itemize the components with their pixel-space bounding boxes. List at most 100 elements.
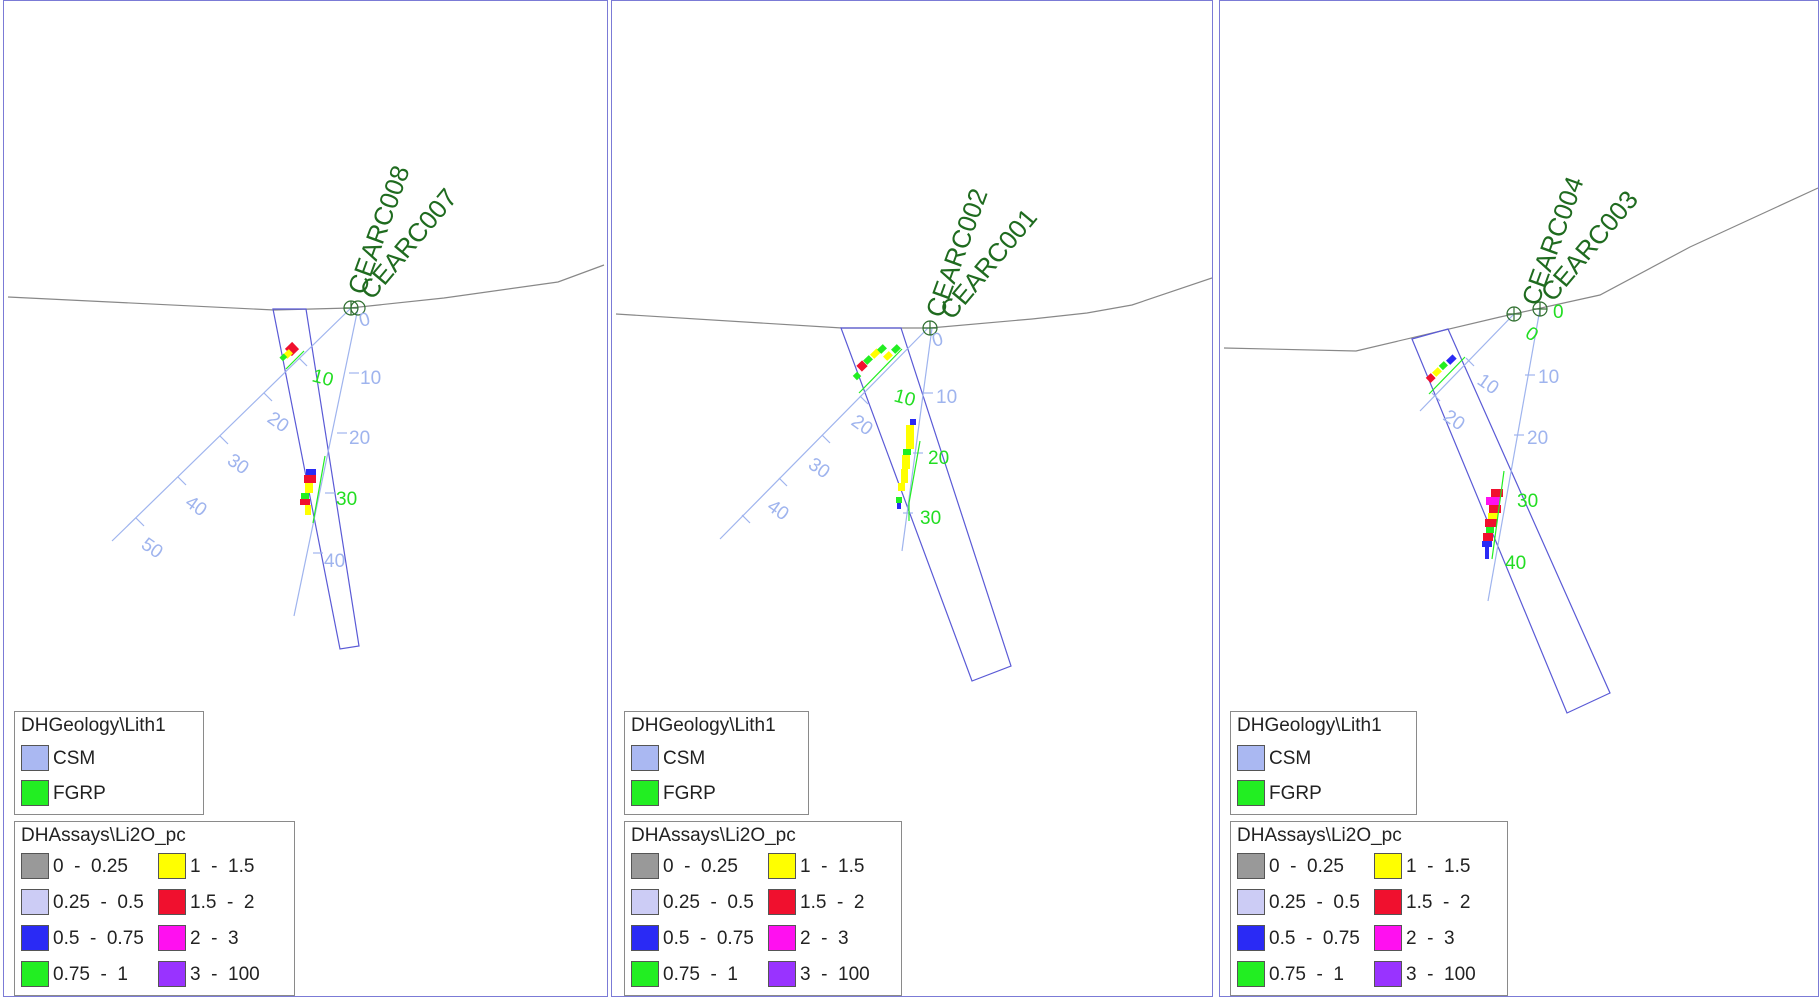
assay-legend-title: DHAssays\Li2O_pc bbox=[1237, 825, 1402, 846]
legend-label: 2 - 3 bbox=[800, 928, 849, 949]
interval-depth-label: 0 bbox=[1553, 302, 1564, 323]
assay-swatch bbox=[1237, 925, 1265, 951]
depth-label: 20 bbox=[1527, 428, 1548, 449]
legend-label: 3 - 100 bbox=[800, 964, 870, 985]
collar-markers bbox=[922, 320, 938, 336]
assay-intervals-lower bbox=[300, 455, 326, 524]
depth-ticks-cearc003 bbox=[1514, 374, 1535, 436]
interval-depth-label: 20 bbox=[928, 448, 949, 469]
section-panel-2[interactable]: CEARC002 CEARC001 20 30 40 0 10 10 20 30… bbox=[611, 0, 1213, 997]
depth-label: 0 bbox=[930, 329, 946, 352]
collar-markers bbox=[343, 300, 366, 316]
assay-swatch bbox=[1237, 889, 1265, 915]
fgrp-swatch bbox=[631, 780, 659, 806]
section-window-box bbox=[272, 308, 360, 650]
legend-label: FGRP bbox=[53, 783, 106, 804]
legend-label: 0 - 0.25 bbox=[53, 856, 128, 877]
legend-label: 1 - 1.5 bbox=[1406, 856, 1471, 877]
legend-label: 0 - 0.25 bbox=[663, 856, 738, 877]
section-window-box bbox=[840, 327, 1012, 682]
interval-depth-label: 10 bbox=[310, 366, 336, 392]
fgrp-swatch bbox=[21, 780, 49, 806]
geology-legend: DHGeology\Lith1 CSM FGRP bbox=[1230, 711, 1417, 815]
legend-label: 2 - 3 bbox=[190, 928, 239, 949]
legend-label: FGRP bbox=[1269, 783, 1322, 804]
topography-line bbox=[7, 264, 605, 311]
fgrp-swatch bbox=[1237, 780, 1265, 806]
geology-legend-title: DHGeology\Lith1 bbox=[1237, 715, 1382, 736]
legend-label: 0 - 0.25 bbox=[1269, 856, 1344, 877]
legend-label: 1 - 1.5 bbox=[800, 856, 865, 877]
legend-label: 1.5 - 2 bbox=[800, 892, 865, 913]
legend-label: 3 - 100 bbox=[1406, 964, 1476, 985]
assay-swatch bbox=[1237, 853, 1265, 879]
section-panel-1[interactable]: CEARC008 CEARC007 20 30 40 50 0 10 20 40… bbox=[3, 0, 608, 997]
depth-label: 50 bbox=[137, 534, 166, 563]
topography-line bbox=[615, 277, 1212, 329]
depth-ticks-cearc007 bbox=[313, 372, 359, 554]
geology-legend: DHGeology\Lith1 CSM FGRP bbox=[14, 711, 204, 815]
legend-label: 0.25 - 0.5 bbox=[1269, 892, 1360, 913]
topography-line bbox=[1223, 187, 1818, 352]
assay-swatch bbox=[158, 853, 186, 879]
drill-trace-cearc001 bbox=[901, 327, 933, 552]
depth-label: 10 bbox=[360, 368, 381, 389]
assay-swatch bbox=[1374, 889, 1402, 915]
legend-label: 0.5 - 0.75 bbox=[1269, 928, 1360, 949]
legend-label: 2 - 3 bbox=[1406, 928, 1455, 949]
drill-trace-cearc008 bbox=[111, 307, 352, 542]
depth-label: 30 bbox=[223, 450, 252, 479]
depth-label: 40 bbox=[324, 551, 345, 572]
drill-trace-cearc003 bbox=[1487, 308, 1541, 602]
section-view-1: CEARC008 CEARC007 20 30 40 50 0 10 20 40… bbox=[7, 161, 605, 650]
assay-intervals-upper bbox=[1425, 354, 1466, 395]
assay-swatch bbox=[768, 889, 796, 915]
assay-swatch bbox=[631, 889, 659, 915]
geology-legend-title: DHGeology\Lith1 bbox=[21, 715, 166, 736]
assay-swatch bbox=[21, 889, 49, 915]
depth-ticks-cearc002 bbox=[741, 395, 869, 524]
section-panel-3[interactable]: CEARC004 CEARC003 10 20 10 20 0 0 30 40 … bbox=[1219, 0, 1819, 997]
legend-label: 0.25 - 0.5 bbox=[53, 892, 144, 913]
assay-swatch bbox=[768, 925, 796, 951]
depth-label: 40 bbox=[763, 496, 792, 525]
depth-label: 20 bbox=[349, 428, 370, 449]
geology-legend: DHGeology\Lith1 CSM FGRP bbox=[624, 711, 809, 815]
legend-label: 0.5 - 0.75 bbox=[53, 928, 144, 949]
assay-intervals-upper bbox=[279, 341, 305, 370]
interval-depth-label: 10 bbox=[892, 386, 918, 412]
assay-swatch bbox=[1374, 853, 1402, 879]
legend-label: 0.75 - 1 bbox=[663, 964, 738, 985]
legend-label: 1 - 1.5 bbox=[190, 856, 255, 877]
section-view-3: CEARC004 CEARC003 10 20 10 20 0 0 30 40 bbox=[1223, 172, 1818, 714]
legend-label: 0.5 - 0.75 bbox=[663, 928, 754, 949]
depth-label: 20 bbox=[263, 408, 292, 437]
assay-swatch bbox=[158, 925, 186, 951]
drill-trace-cearc007 bbox=[293, 307, 359, 617]
legend-label: 1.5 - 2 bbox=[1406, 892, 1471, 913]
assay-swatch bbox=[631, 925, 659, 951]
assay-swatch bbox=[21, 925, 49, 951]
csm-swatch bbox=[631, 745, 659, 771]
depth-label: 10 bbox=[936, 387, 957, 408]
assay-swatch bbox=[158, 961, 186, 987]
assay-intervals-upper bbox=[852, 344, 903, 394]
assay-swatch bbox=[21, 853, 49, 879]
legend-label: 0.75 - 1 bbox=[1269, 964, 1344, 985]
drill-trace-cearc002 bbox=[719, 327, 929, 540]
depth-label: 10 bbox=[1538, 367, 1559, 388]
legend-label: 1.5 - 2 bbox=[190, 892, 255, 913]
interval-depth-label: 40 bbox=[1505, 553, 1526, 574]
depth-label: 20 bbox=[1439, 406, 1468, 435]
section-view-2: CEARC002 CEARC001 20 30 40 0 10 10 20 30 bbox=[615, 184, 1212, 682]
assay-swatch bbox=[768, 961, 796, 987]
interval-depth-label: 30 bbox=[920, 508, 941, 529]
assay-legend-title: DHAssays\Li2O_pc bbox=[21, 825, 186, 846]
section-window-box bbox=[1411, 328, 1611, 714]
depth-label: 0 bbox=[357, 309, 373, 332]
legend-label: CSM bbox=[53, 748, 96, 769]
collar-markers bbox=[1506, 301, 1548, 322]
assay-legend: DHAssays\Li2O_pc 0 - 0.25 1 - 1.5 0.25 -… bbox=[1230, 821, 1508, 996]
legend-label: 0.75 - 1 bbox=[53, 964, 128, 985]
depth-label: 30 bbox=[804, 454, 833, 483]
